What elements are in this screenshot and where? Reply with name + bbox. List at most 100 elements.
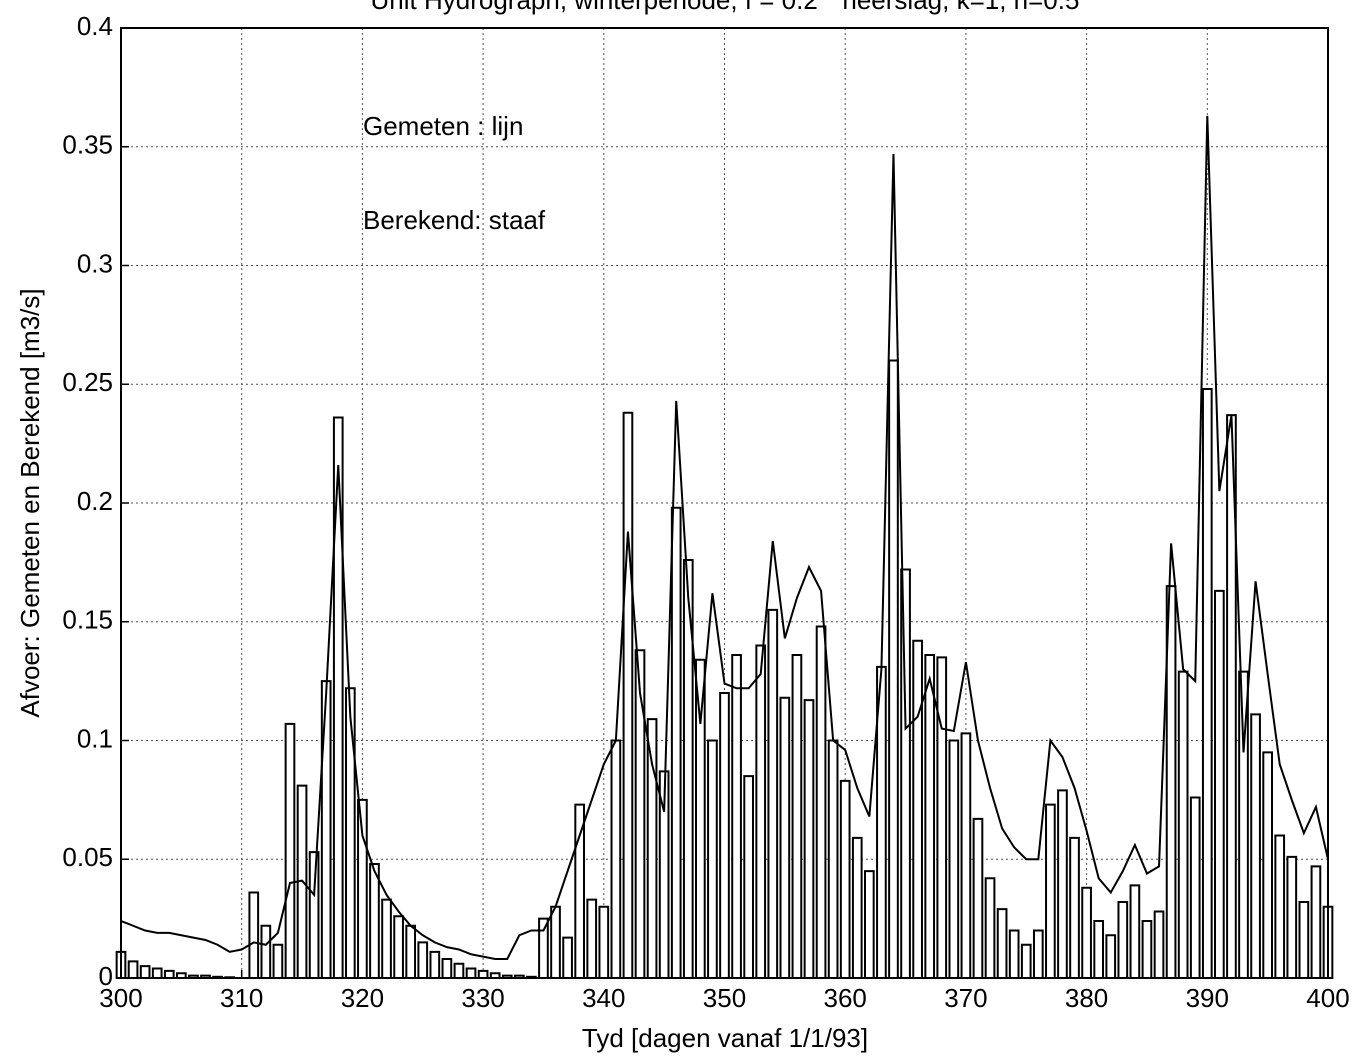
bar bbox=[1310, 865, 1322, 979]
x-tick-label: 360 bbox=[824, 983, 867, 1013]
bar bbox=[574, 803, 586, 979]
bar bbox=[429, 950, 441, 979]
plot-frame bbox=[120, 27, 1329, 979]
x-tick-label: 400 bbox=[1306, 983, 1349, 1013]
x-tick-label: 330 bbox=[461, 983, 504, 1013]
bar bbox=[248, 891, 260, 979]
x-tick-label: 300 bbox=[99, 983, 142, 1013]
y-tick-label: 0.4 bbox=[77, 11, 113, 41]
y-tick-label: 0.1 bbox=[77, 723, 113, 753]
bar bbox=[707, 739, 718, 979]
bar bbox=[477, 969, 489, 979]
bar bbox=[1250, 713, 1261, 979]
bar bbox=[1032, 929, 1044, 979]
bar bbox=[1057, 789, 1068, 979]
bar bbox=[441, 958, 453, 979]
bar bbox=[1274, 834, 1286, 979]
bar bbox=[1105, 934, 1117, 979]
bar bbox=[550, 905, 561, 979]
bar bbox=[863, 870, 875, 979]
chart-title: Unit Hydrograph, winterperiode, f = 0.2 … bbox=[371, 0, 1080, 15]
bar bbox=[719, 692, 730, 979]
bar bbox=[369, 863, 380, 979]
bar bbox=[827, 739, 839, 979]
bar bbox=[586, 898, 598, 979]
bar bbox=[151, 967, 163, 979]
bar bbox=[984, 877, 996, 979]
bar bbox=[562, 936, 573, 979]
bar bbox=[272, 943, 284, 979]
y-tick-label: 0.35 bbox=[62, 130, 113, 160]
bar bbox=[393, 915, 404, 979]
bar bbox=[791, 654, 803, 979]
bar bbox=[779, 696, 791, 979]
bar bbox=[815, 625, 827, 979]
bar bbox=[803, 699, 815, 979]
y-axis-label: Afvoer: Gemeten en Berekend [m3/s] bbox=[15, 288, 45, 717]
bar bbox=[1081, 886, 1092, 979]
bar bbox=[1286, 855, 1298, 979]
y-tick-label: 0 bbox=[99, 961, 113, 991]
annotation: Gemeten : lijn bbox=[363, 111, 523, 141]
y-tick-label: 0.2 bbox=[77, 486, 113, 516]
bar bbox=[1177, 670, 1189, 979]
bar bbox=[598, 905, 610, 979]
bar bbox=[622, 411, 634, 979]
bar bbox=[127, 960, 139, 979]
bar bbox=[1141, 920, 1153, 979]
bar bbox=[405, 924, 417, 979]
bar bbox=[634, 649, 646, 979]
bar bbox=[453, 962, 465, 979]
bar bbox=[912, 639, 923, 979]
x-tick-label: 370 bbox=[944, 983, 987, 1013]
bar bbox=[465, 967, 477, 979]
bar bbox=[670, 506, 682, 979]
bar bbox=[1214, 589, 1225, 979]
bar bbox=[1020, 943, 1032, 979]
bar bbox=[1189, 796, 1201, 979]
y-tick-label: 0.05 bbox=[62, 842, 113, 872]
x-tick-label: 390 bbox=[1186, 983, 1229, 1013]
bar bbox=[948, 739, 960, 979]
bar bbox=[139, 965, 151, 979]
y-tick-label: 0.25 bbox=[62, 367, 113, 397]
annotation: Berekend: staaf bbox=[363, 205, 546, 235]
bar bbox=[1153, 910, 1165, 979]
x-axis-label: Tyd [dagen vanaf 1/1/93] bbox=[582, 1023, 868, 1053]
bar bbox=[308, 851, 320, 979]
bar bbox=[1129, 884, 1141, 979]
x-tick-label: 380 bbox=[1065, 983, 1108, 1013]
bar bbox=[960, 732, 972, 979]
bar bbox=[767, 608, 779, 979]
bar bbox=[743, 775, 754, 979]
bar bbox=[332, 416, 344, 979]
bar bbox=[1298, 901, 1310, 979]
x-tick-label: 340 bbox=[582, 983, 625, 1013]
bar bbox=[1008, 929, 1020, 979]
bar bbox=[417, 941, 429, 979]
bar bbox=[1045, 803, 1056, 979]
bar bbox=[538, 917, 549, 979]
bar bbox=[755, 644, 767, 979]
bar bbox=[320, 680, 332, 979]
bar bbox=[1201, 388, 1213, 979]
bar bbox=[646, 718, 658, 979]
bar bbox=[1069, 836, 1080, 979]
y-tick-label: 0.15 bbox=[62, 605, 113, 635]
y-tick-label: 0.3 bbox=[77, 248, 113, 278]
bar bbox=[888, 359, 899, 979]
bar bbox=[260, 924, 272, 979]
bar bbox=[610, 739, 622, 979]
bar bbox=[284, 722, 296, 979]
bar bbox=[996, 908, 1008, 979]
bar bbox=[731, 654, 742, 979]
x-tick-label: 320 bbox=[341, 983, 384, 1013]
x-tick-label: 310 bbox=[220, 983, 263, 1013]
bar bbox=[1093, 920, 1105, 979]
bar bbox=[972, 817, 984, 979]
line bbox=[120, 115, 1329, 960]
bar bbox=[1262, 751, 1273, 979]
bar bbox=[163, 969, 175, 979]
bar bbox=[344, 687, 356, 979]
